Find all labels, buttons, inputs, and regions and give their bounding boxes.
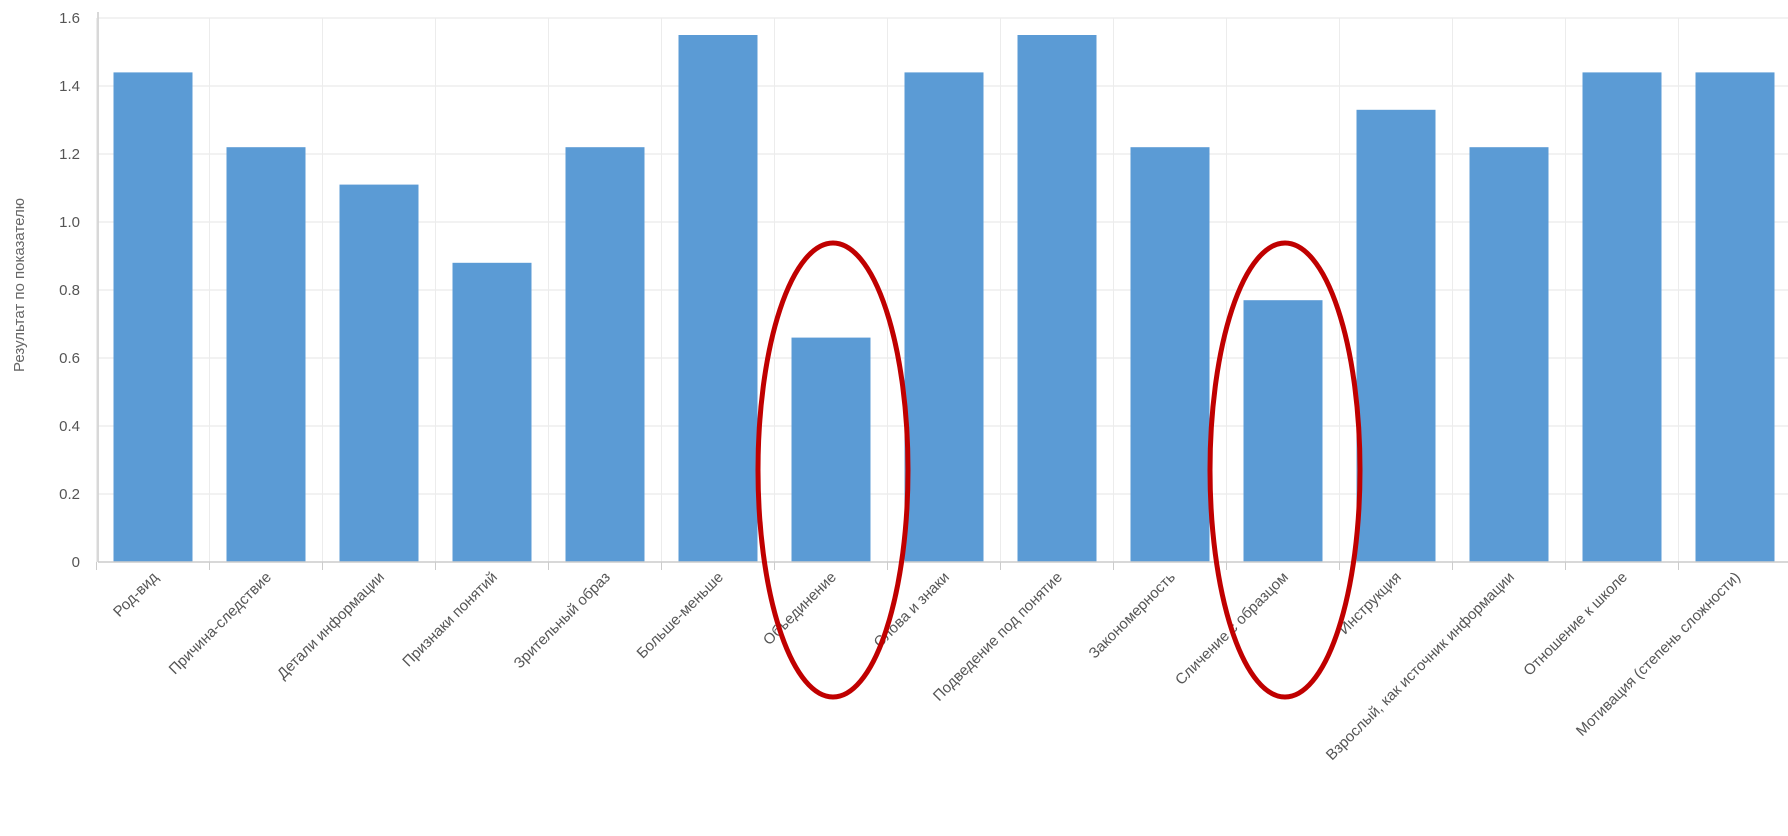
y-tick-label: 0.2 — [59, 486, 80, 503]
bar — [678, 35, 758, 562]
bar — [904, 72, 984, 563]
y-tick-label: 1.2 — [59, 146, 80, 163]
y-tick-label: 0.6 — [59, 350, 80, 367]
y-tick-label: 0.4 — [59, 418, 80, 435]
x-category-label: Подведение под понятие — [930, 569, 1066, 705]
bar — [452, 262, 532, 562]
bar — [1469, 147, 1549, 562]
bar — [565, 147, 645, 562]
y-tick-label: 0 — [72, 554, 80, 571]
bar — [1582, 72, 1662, 563]
x-category-label: Отношение к школе — [1520, 569, 1631, 680]
highlight-ellipses — [755, 240, 1363, 700]
bar — [791, 337, 871, 562]
y-tick-label: 1.6 — [59, 10, 80, 27]
y-tick-label: 1.0 — [59, 214, 80, 231]
highlight-ellipse — [1207, 240, 1363, 700]
y-axis-title: Результат по показателю — [11, 198, 28, 372]
axes — [96, 12, 1788, 570]
bar — [1130, 147, 1210, 562]
bar — [339, 184, 419, 562]
bars — [113, 35, 1775, 563]
y-tick-label: 1.4 — [59, 78, 80, 95]
highlight-ellipse — [755, 240, 911, 700]
bar — [1017, 35, 1097, 562]
bar — [226, 147, 306, 562]
bar — [113, 72, 193, 563]
bar — [1695, 72, 1775, 563]
bar — [1243, 300, 1323, 562]
y-tick-label: 0.8 — [59, 282, 80, 299]
x-category-label: Признаки понятий — [399, 569, 501, 671]
x-category-label: Род-вид — [110, 569, 162, 621]
y-axis-tick-labels: 0 0.2 0.4 0.6 0.8 1.0 1.2 1.4 1.6 — [59, 10, 80, 571]
x-category-label: Детали информации — [274, 569, 388, 683]
x-category-label: Зрительный образ — [511, 569, 614, 672]
x-axis-category-labels: Род-вид Причина-следствие Детали информаци… — [110, 569, 1744, 764]
x-category-label: Взрослый, как источник информации — [1323, 569, 1518, 764]
bar — [1356, 109, 1436, 563]
x-category-label: Больше-меньше — [634, 569, 727, 662]
x-category-label: Закономерность — [1086, 569, 1179, 662]
x-category-label: Причина-следствие — [166, 569, 275, 678]
